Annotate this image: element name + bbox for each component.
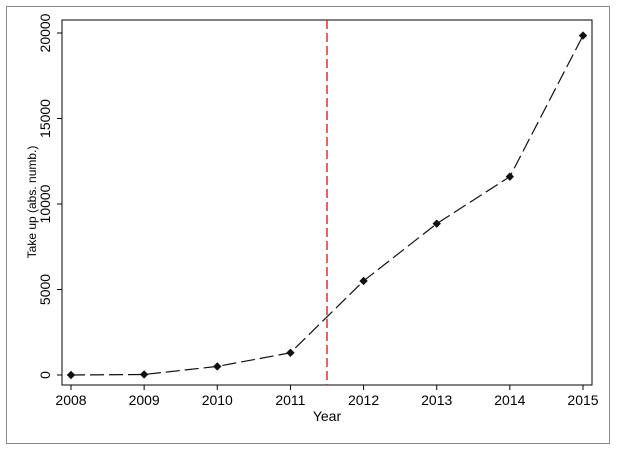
x-axis-title: Year — [313, 408, 342, 424]
series-line — [70, 35, 584, 376]
x-tick-label: 2009 — [129, 392, 160, 408]
y-axis: 0 5000 10000 15000 20000 — [37, 13, 62, 379]
data-point — [139, 370, 149, 379]
data-point — [578, 31, 588, 40]
x-axis: 2008 2009 2010 2011 2012 2013 2014 2015 — [55, 385, 599, 408]
x-tick-label: 2015 — [567, 392, 598, 408]
data-point — [505, 172, 515, 181]
data-point — [432, 219, 441, 228]
data-point — [359, 276, 368, 286]
x-tick-label: 2013 — [421, 392, 452, 408]
y-tick-label: 15000 — [37, 99, 53, 138]
data-point — [286, 348, 295, 357]
y-tick-label: 10000 — [37, 184, 53, 223]
data-point — [66, 370, 76, 380]
y-tick-label: 20000 — [37, 13, 53, 52]
x-tick-label: 2011 — [275, 392, 305, 408]
x-tick-label: 2010 — [202, 392, 233, 408]
y-tick-label: 5000 — [37, 274, 53, 305]
x-tick-label: 2008 — [55, 392, 86, 408]
x-tick-label: 2012 — [348, 392, 379, 408]
data-point — [213, 362, 222, 371]
x-tick-label: 2014 — [494, 392, 525, 408]
y-axis-title: Take up (abs. numb.) — [25, 146, 39, 259]
y-tick-label: 0 — [37, 371, 53, 379]
data-markers — [66, 31, 588, 380]
